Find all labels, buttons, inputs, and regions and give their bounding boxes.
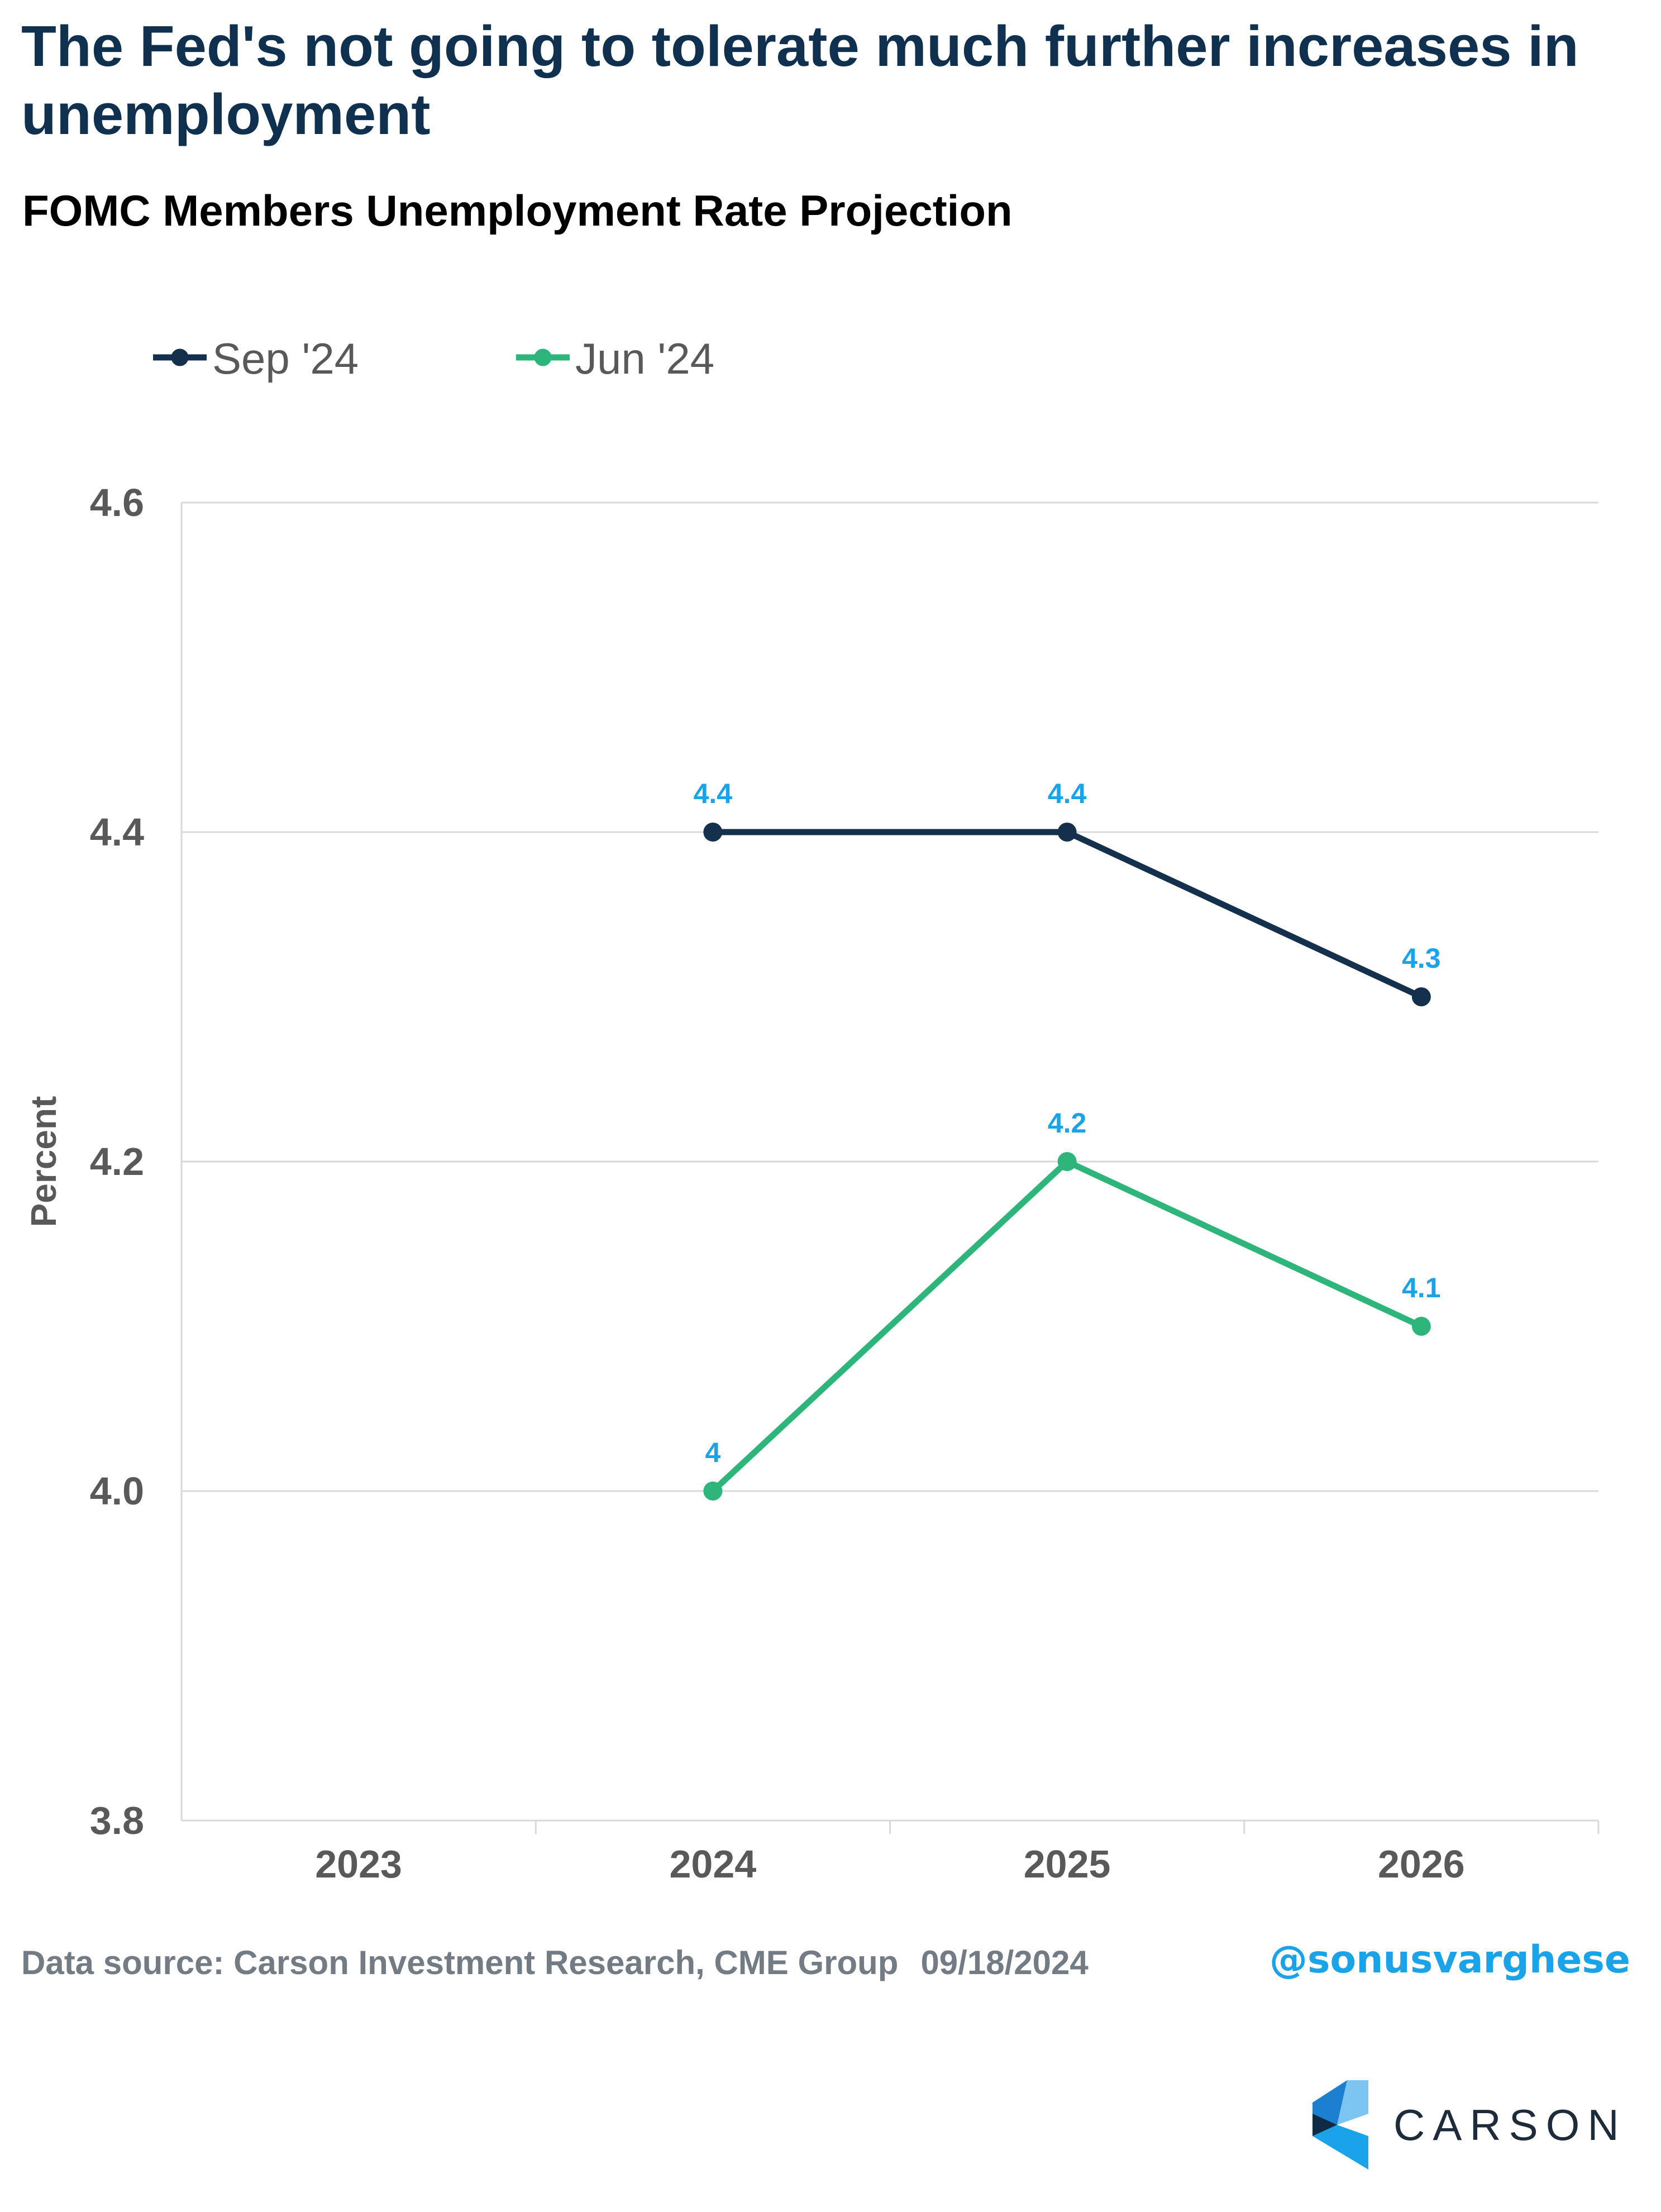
data-point [703, 1482, 723, 1501]
line-chart: 3.8 4.0 4.2 4.4 4.6 2023 2024 2025 2026 Percent 4.… [23, 481, 1600, 1886]
chart-title: The Fed's not going to tolerate much fur… [21, 14, 1579, 146]
data-label: 4.3 [1402, 943, 1441, 974]
y-axis-title: Percent [23, 1096, 64, 1227]
y-tick-label: 4.0 [90, 1469, 144, 1513]
data-source-note: Data source: Carson Investment Research,… [21, 1943, 1089, 1982]
data-label: 4.4 [1048, 778, 1087, 809]
series-line [710, 1158, 1423, 1494]
x-tick-label: 2025 [1024, 1842, 1111, 1886]
data-label: 4.1 [1402, 1272, 1441, 1303]
x-tick-label: 2023 [315, 1842, 402, 1886]
y-tick-label: 4.6 [90, 481, 144, 524]
data-point [703, 823, 723, 842]
data-point [1411, 1317, 1431, 1336]
legend-label-sep-24: Sep '24 [212, 334, 359, 383]
series-line [713, 829, 1423, 1000]
data-label: 4.4 [694, 778, 733, 809]
y-tick-label: 4.2 [90, 1140, 144, 1183]
data-label: 4.2 [1048, 1107, 1087, 1139]
legend-swatch-jun-24 [516, 348, 570, 366]
data-label: 4 [705, 1437, 720, 1468]
source-text: Data source: Carson Investment Research,… [21, 1944, 899, 1981]
y-tick-label: 4.4 [90, 810, 144, 854]
x-tick-label: 2026 [1378, 1842, 1465, 1886]
legend-label-jun-24: Jun '24 [575, 334, 715, 383]
carson-logo: CARSON [1312, 2080, 1625, 2170]
legend-swatch-sep-24 [153, 348, 207, 366]
data-point [1057, 1152, 1077, 1171]
carson-chevron-icon [1312, 2080, 1368, 2170]
data-point [1057, 823, 1077, 842]
carson-wordmark: CARSON [1393, 2100, 1627, 2149]
source-date: 09/18/2024 [920, 1944, 1089, 1981]
chart-subtitle: FOMC Members Unemployment Rate Projectio… [22, 186, 1013, 235]
legend: Sep '24 Jun '24 [151, 329, 1044, 385]
author-handle: @sonusvarghese [1269, 1938, 1630, 1982]
x-tick-label: 2024 [670, 1842, 757, 1886]
y-tick-label: 3.8 [90, 1799, 144, 1842]
data-point [1411, 987, 1431, 1006]
